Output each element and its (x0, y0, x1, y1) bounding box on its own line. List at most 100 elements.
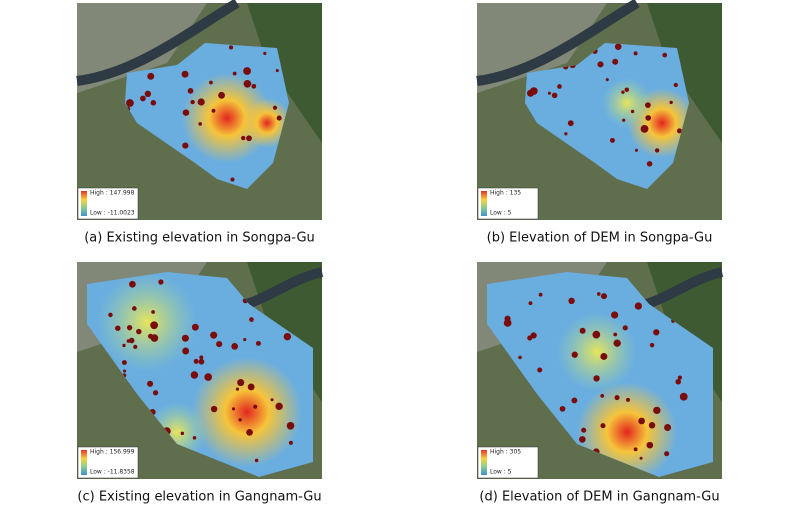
building-point (108, 312, 113, 318)
building-point (283, 332, 292, 341)
building-point (182, 109, 190, 116)
building-point (243, 67, 251, 75)
building-point (198, 358, 205, 365)
building-point (638, 417, 645, 425)
building-point (192, 436, 197, 440)
building-point (676, 128, 682, 134)
building-point (649, 342, 655, 348)
building-point (653, 406, 661, 415)
building-point (199, 355, 204, 360)
building-point (653, 329, 660, 336)
building-point (263, 51, 267, 55)
building-point (626, 397, 631, 402)
building-point (216, 341, 223, 348)
building-point (218, 91, 225, 99)
building-point (518, 355, 522, 360)
building-point (597, 61, 604, 68)
building-point (246, 135, 252, 142)
building-point (211, 108, 216, 113)
building-point (126, 99, 134, 107)
building-point (662, 52, 668, 58)
building-point (568, 297, 575, 305)
building-point (614, 394, 620, 401)
building-point (579, 327, 586, 334)
legend-ramp (481, 450, 487, 475)
building-point (621, 90, 625, 94)
legend-low: Low : 5 (490, 210, 512, 217)
elevation-hotspot (97, 272, 197, 372)
building-point (559, 405, 566, 412)
building-point (190, 371, 199, 379)
building-point (126, 324, 133, 331)
building-point (254, 458, 259, 463)
legend: High : 147.998 Low : -11.0023 (77, 187, 139, 220)
building-point (571, 351, 578, 358)
building-point (596, 292, 601, 296)
building-point (664, 451, 670, 457)
building-point (210, 331, 218, 339)
building-point (251, 83, 257, 89)
map-panel: High : 135 Low : 5 (476, 0, 722, 220)
legend: High : 156.999 Low : -11.8358 (77, 446, 139, 479)
building-point (613, 339, 621, 347)
panel-caption: (b) Elevation of DEM in Songpa-Gu (487, 231, 713, 246)
building-point (191, 323, 199, 331)
building-point (182, 347, 190, 355)
building-point (144, 90, 152, 98)
building-point (115, 325, 121, 331)
building-point (503, 319, 512, 327)
legend-box (77, 187, 139, 220)
building-point (140, 95, 146, 102)
building-point (286, 421, 295, 430)
building-point (645, 102, 651, 109)
elevation-hotspot (557, 312, 637, 392)
building-point (605, 78, 609, 82)
building-point (654, 148, 660, 153)
elevation-hotspot (602, 78, 652, 128)
legend-high: High : 305 (490, 449, 521, 456)
forest-area (247, 3, 322, 143)
legend-high: High : 156.999 (90, 449, 135, 456)
legend-box (477, 187, 539, 220)
building-point (640, 124, 649, 133)
building-point (530, 332, 537, 339)
building-point (121, 360, 127, 365)
building-point (664, 423, 672, 431)
building-point (633, 51, 638, 56)
building-point (639, 456, 643, 460)
building-point (600, 394, 605, 398)
panel-caption: (a) Existing elevation in Songpa-Gu (84, 231, 315, 246)
building-point (230, 177, 235, 182)
building-point (253, 404, 258, 409)
river (76, 0, 240, 86)
building-point (677, 375, 683, 380)
building-point (530, 87, 538, 95)
building-point (151, 310, 155, 314)
building-point (624, 87, 630, 92)
building-point (210, 405, 218, 413)
legend-ramp (81, 450, 87, 475)
building-point (235, 387, 240, 391)
building-point (150, 334, 159, 342)
building-point (275, 69, 279, 73)
building-point (593, 375, 600, 382)
legend-high: High : 135 (490, 190, 521, 197)
building-point (537, 367, 543, 373)
building-point (634, 302, 642, 310)
map-panel: High : 305 Low : 5 (477, 262, 724, 479)
building-point (288, 440, 294, 445)
building-point (129, 280, 136, 288)
building-point (673, 82, 678, 88)
building-point (132, 306, 137, 311)
building-point (181, 70, 189, 78)
building-point (646, 441, 654, 449)
building-point (232, 71, 237, 76)
building-point (557, 84, 562, 89)
building-point (564, 132, 568, 136)
legend-box (77, 446, 139, 479)
building-point (630, 109, 635, 114)
building-point (231, 342, 239, 350)
building-point (646, 161, 653, 167)
building-point (247, 383, 255, 391)
